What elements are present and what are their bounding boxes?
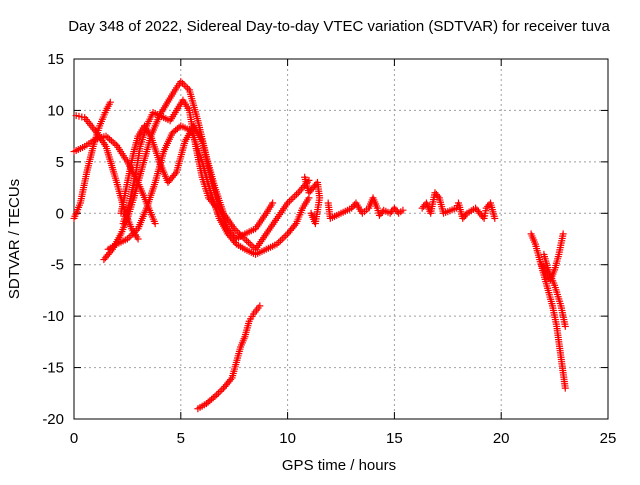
data-point-marker [462,211,470,219]
y-tick-label: 10 [47,102,64,119]
series-arc-f [117,122,277,243]
data-point-marker [213,204,221,212]
data-point-marker [399,206,407,214]
data-point-marker [134,235,142,243]
data-point-marker [106,98,114,106]
series-arc-n [540,250,569,330]
data-point-marker [177,78,185,86]
x-tick-label: 25 [600,430,617,447]
x-axis-label: GPS time / hours [282,457,396,474]
data-point-marker [559,230,567,238]
data-point-marker [218,386,226,394]
data-point-marker [307,209,315,217]
series-arc-g [119,96,221,228]
data-point-marker [151,220,159,228]
data-point-marker [211,392,219,400]
data-point-marker [491,214,499,222]
series-arc-d [100,78,313,264]
y-tick-label: 15 [47,51,64,68]
data-point-marker [209,394,217,402]
data-point-marker [182,83,190,91]
chart-title: Day 348 of 2022, Sidereal Day-to-day VTE… [68,18,610,35]
y-tick-label: -5 [51,257,64,274]
data-point-marker [180,81,188,89]
data-point-marker [179,79,187,87]
y-tick-label: -15 [42,360,64,377]
data-point-marker [214,389,222,397]
y-tick-label: 5 [56,154,64,171]
y-tick-label: 0 [56,205,64,222]
series-arc-c [70,98,114,222]
data-point-marker [216,387,224,395]
x-tick-label: 5 [177,430,185,447]
axis-ticks: 0 5 10 15 20 25 -20 -15 -10 -5 0 5 10 15 [42,51,616,447]
data-point-marker [184,84,192,92]
plot-frame [73,58,609,420]
x-tick-label: 0 [70,430,78,447]
x-tick-label: 20 [493,430,510,447]
series-arc-i [301,173,324,228]
data-point-marker [212,202,220,210]
data-point-marker [256,302,264,310]
data-point-marker [269,199,277,207]
data-point-marker [213,391,221,399]
x-tick-label: 15 [386,430,403,447]
data-point-marker [227,376,235,384]
series-arc-h [194,302,264,413]
data-point-marker [291,221,299,229]
data-point-marker [434,192,442,200]
series-arc-k [418,189,499,222]
y-axis-label: SDTVAR / TECUs [6,179,23,299]
data-point-marker [305,176,313,184]
y-tick-label: -20 [42,411,64,428]
y-tick-label: -10 [42,308,64,325]
data-layer [70,78,569,413]
data-point-marker [171,170,179,178]
series-arc-j [324,194,407,222]
data-point-marker [561,384,569,392]
x-tick-label: 10 [279,430,296,447]
data-point-marker [561,322,569,330]
